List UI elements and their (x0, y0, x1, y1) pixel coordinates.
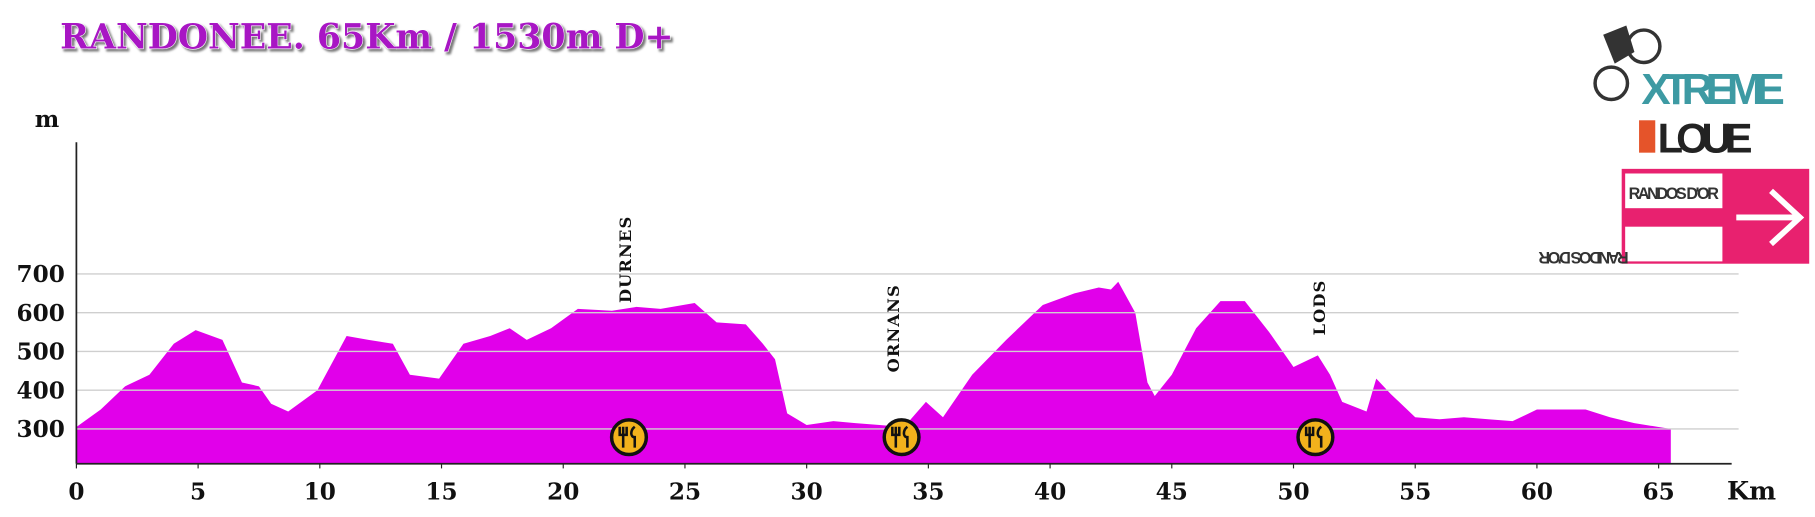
x-tick-label: 55 (1399, 479, 1431, 506)
sign-text: RANDOS D'OR (1538, 248, 1629, 266)
y-tick-label: 300 (17, 416, 65, 443)
sign-panel (1625, 173, 1723, 209)
y-tick-label: 400 (17, 377, 65, 404)
food-icon (891, 425, 909, 448)
x-tick-label: 20 (547, 479, 579, 506)
logo-text: XTREME (1641, 65, 1785, 114)
x-tick-label: 25 (669, 479, 701, 506)
place-label: ORNANS (884, 284, 903, 372)
food-stop (609, 418, 649, 457)
y-tick-label: 600 (17, 300, 65, 327)
x-tick-label: 30 (791, 479, 823, 506)
x-tick-label: 60 (1521, 479, 1553, 506)
x-tick-label: 5 (190, 479, 206, 506)
food-icon (618, 425, 637, 448)
sign-panel (1625, 226, 1723, 262)
place-label: LODS (1310, 280, 1329, 336)
logo: XTREME LOUE RANDOS D'OR RANDOS D'OR (1538, 25, 1810, 266)
logo-wheel (1593, 65, 1630, 102)
x-tick-label: 50 (1277, 479, 1309, 506)
x-axis-label: Km (1727, 477, 1776, 507)
food-stop (882, 418, 921, 457)
y-tick-label: 700 (17, 261, 65, 288)
sign-arrow (1736, 188, 1805, 247)
logo-text: LOUE (1658, 115, 1753, 162)
y-axis-label: m (35, 106, 59, 133)
x-tick-label: 0 (68, 479, 84, 506)
logo-badge (1639, 120, 1656, 153)
x-tick-label: 40 (1034, 479, 1066, 506)
x-tick-label: 35 (912, 479, 944, 506)
logo-rider (1603, 25, 1635, 64)
y-tick-label: 500 (17, 339, 65, 366)
x-tick-label: 10 (304, 479, 336, 506)
x-tick-label: 15 (425, 479, 457, 506)
x-tick-label: 65 (1643, 479, 1675, 506)
elevation-area (76, 281, 1671, 464)
sign-text: RANDOS D'OR (1629, 185, 1720, 203)
chart-title: RANDONEE. 65Km / 1530m D+ (60, 17, 673, 58)
food-stop (1296, 418, 1335, 457)
x-tick-label: 45 (1156, 479, 1188, 506)
place-label: DURNES (616, 216, 635, 303)
food-icon (1304, 425, 1323, 448)
